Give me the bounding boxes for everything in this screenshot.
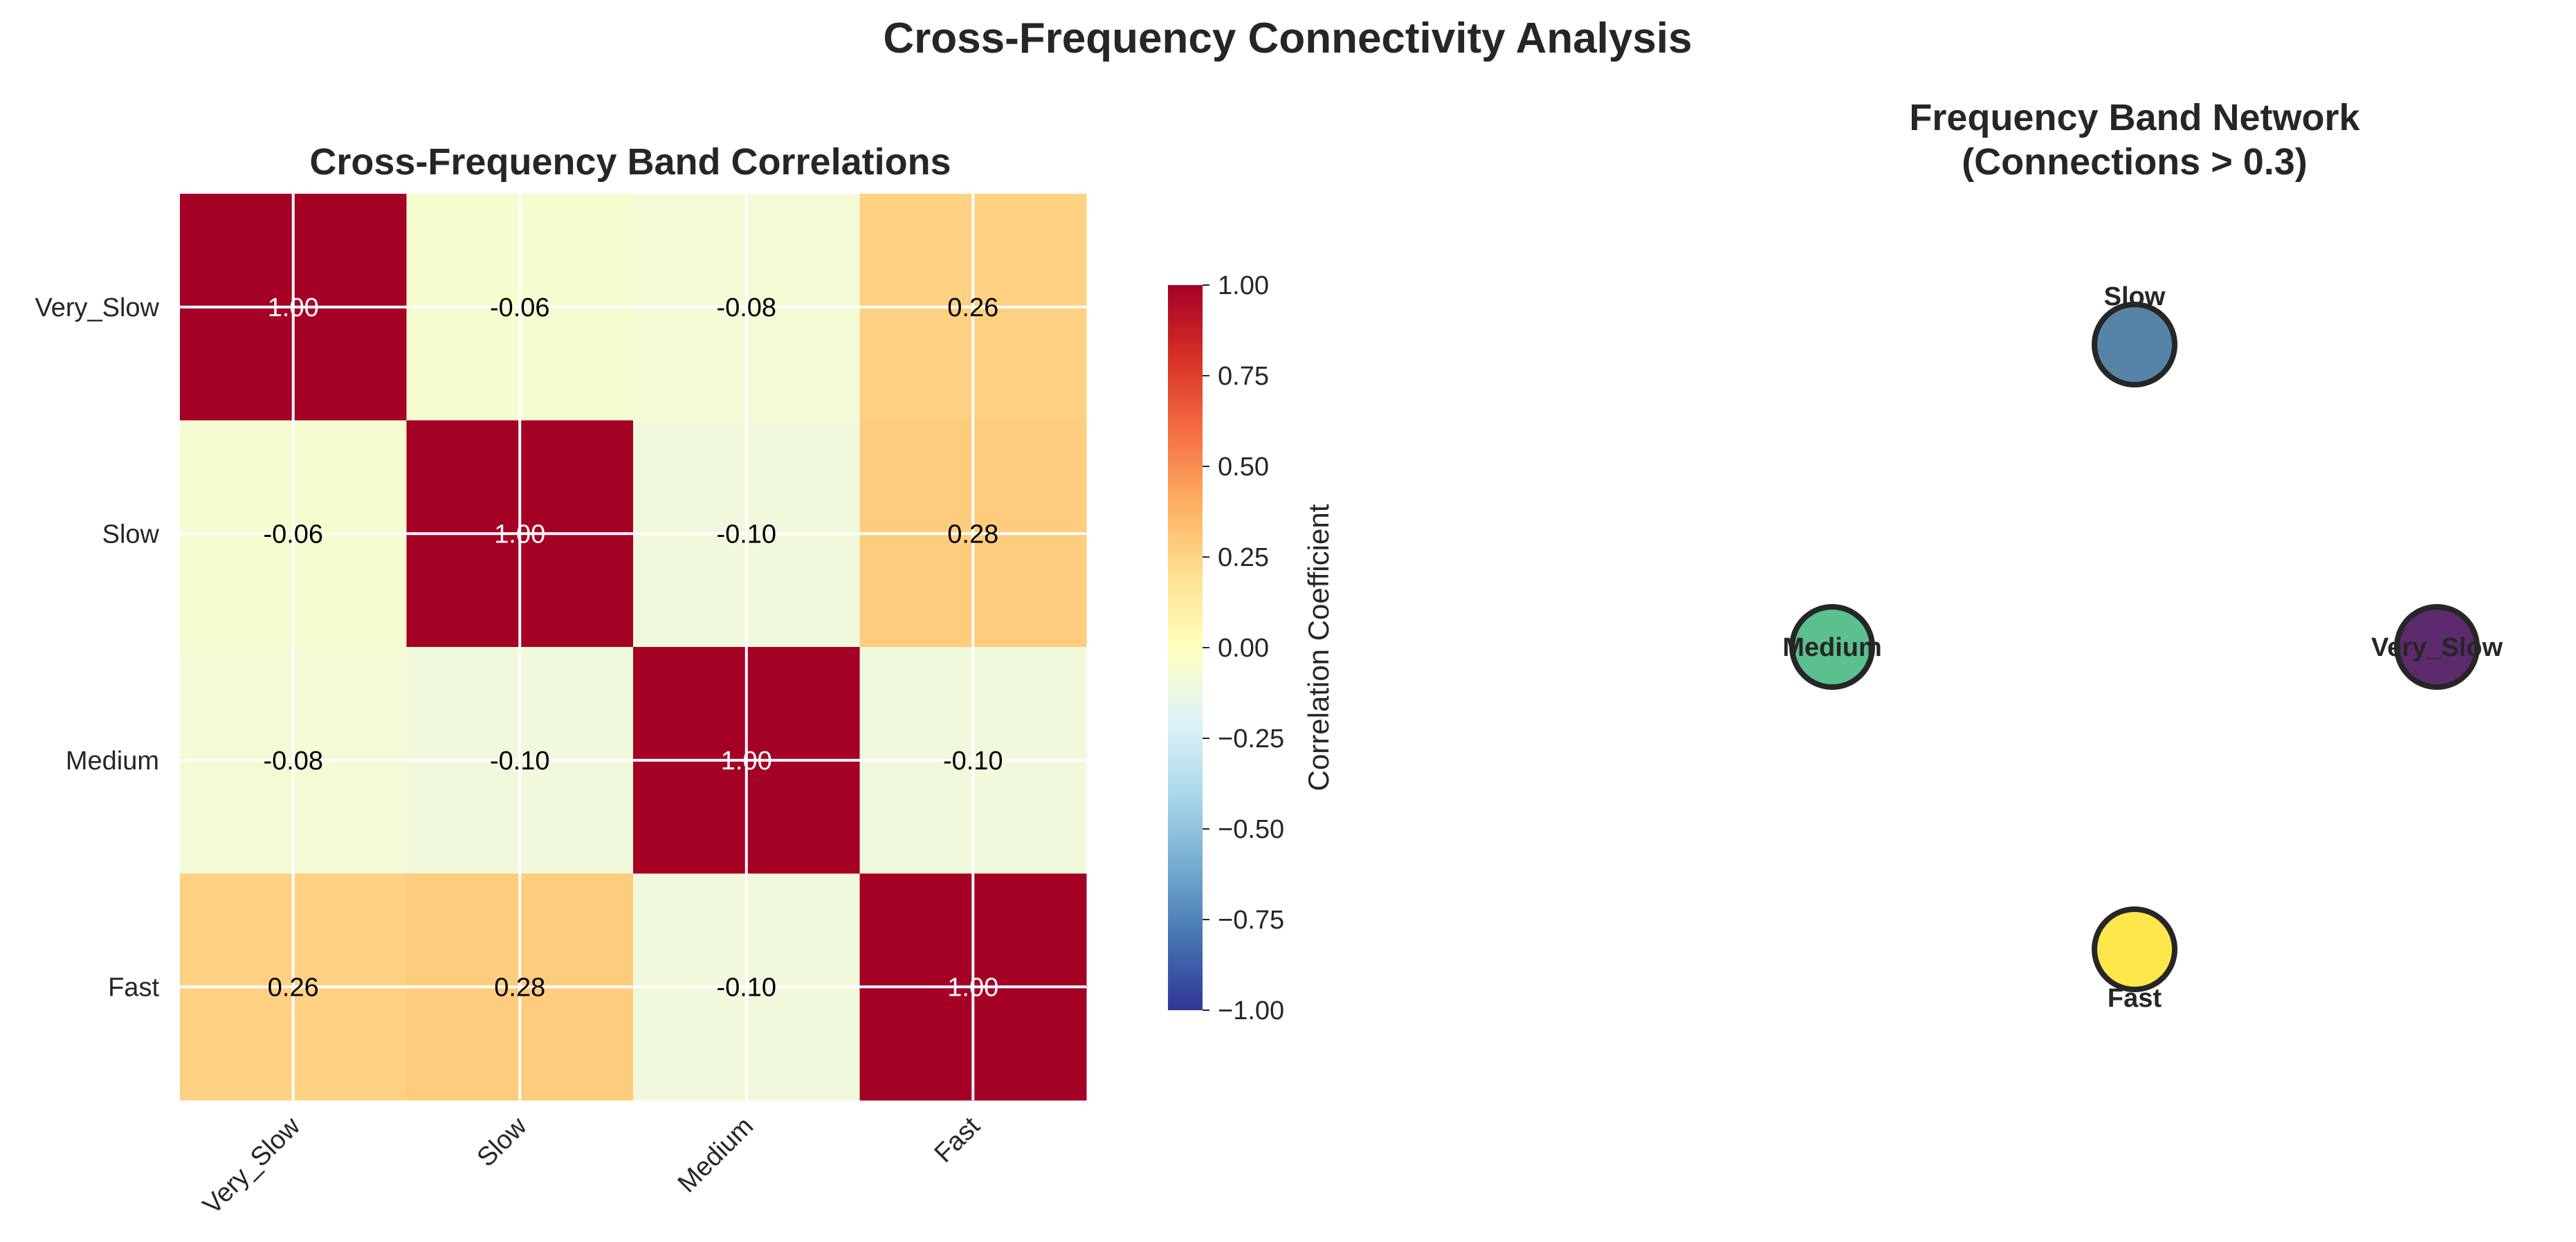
heatmap-value-label-3-0: 0.26	[268, 973, 319, 1002]
heatmap-y-tick-3: Fast	[108, 973, 159, 1002]
heatmap-x-tick-3: Fast	[929, 1111, 986, 1168]
heatmap-x-tick-1: Slow	[472, 1111, 533, 1172]
figure-title: Cross-Frequency Connectivity Analysis	[883, 15, 1692, 62]
heatmap-title: Cross-Frequency Band Correlations	[309, 141, 951, 183]
heatmap-value-label-2-0: -0.08	[263, 747, 323, 776]
colorbar-tick-label-3: 0.25	[1218, 543, 1269, 572]
network-node-label-Medium: Medium	[1782, 633, 1882, 662]
colorbar-gradient	[1168, 285, 1203, 1010]
correlation-heatmap: Cross-Frequency Band Correlations 1.00 -0…	[35, 141, 1087, 1220]
heatmap-x-tick-2: Medium	[673, 1112, 759, 1198]
heatmap-y-tick-2: Medium	[66, 747, 159, 776]
heatmap-value-label-3-2: -0.10	[716, 973, 776, 1002]
network-node-Slow	[2092, 302, 2177, 387]
heatmap-value-label-2-3: -0.10	[943, 747, 1003, 776]
colorbar-label: Correlation Coefficient	[1302, 504, 1335, 791]
heatmap-value-label-1-0: -0.06	[263, 520, 323, 549]
heatmap-value-label-0-0: 1.00	[268, 293, 319, 322]
frequency-band-network: Frequency Band Network (Connections > 0.…	[1782, 97, 2503, 1013]
heatmap-value-label-1-3: 0.28	[947, 520, 998, 549]
heatmap-value-label-1-2: -0.10	[716, 520, 776, 549]
colorbar-tick-label-1: 0.75	[1218, 362, 1269, 391]
heatmap-y-tick-0: Very_Slow	[35, 293, 159, 322]
network-title-line-2: (Connections > 0.3)	[1962, 141, 2308, 183]
network-title-line-1: Frequency Band Network	[1909, 97, 2360, 138]
colorbar-tick-label-4: 0.00	[1218, 634, 1269, 663]
heatmap-value-label-3-1: 0.28	[494, 973, 545, 1002]
heatmap-value-label-0-2: -0.08	[716, 293, 776, 322]
colorbar-tick-label-7: −0.75	[1218, 906, 1284, 935]
network-node-label-Fast: Fast	[2108, 984, 2162, 1013]
heatmap-x-tick-labels: Very_Slow Slow Medium Fast	[197, 1111, 985, 1220]
network-node-Fast	[2092, 906, 2177, 992]
network-node-label-Slow: Slow	[2104, 282, 2166, 311]
colorbar-ticks: 1.00 0.75 0.50 0.25 0.00 −0.25 −0.50 −0.75 −1.00	[1203, 271, 1284, 1025]
heatmap-value-label-3-3: 1.00	[947, 973, 998, 1002]
heatmap-value-labels: 1.00 -0.06 -0.08 0.26 -0.06 1.00 -0.10 0.28 -0.0…	[263, 293, 1003, 1003]
network-node-Medium	[1789, 604, 1875, 690]
colorbar: 1.00 0.75 0.50 0.25 0.00 −0.25 −0.50 −0.75 −1.00…	[1168, 271, 1335, 1025]
colorbar-tick-label-0: 1.00	[1218, 271, 1269, 300]
heatmap-value-label-2-1: -0.10	[490, 747, 550, 776]
network-nodes: Very_Slow Slow Medium Fast	[1782, 282, 2503, 1013]
colorbar-tick-label-6: −0.50	[1218, 815, 1284, 844]
heatmap-cells	[180, 194, 1087, 1101]
network-node-Very_Slow	[2394, 604, 2480, 690]
network-node-label-Very_Slow: Very_Slow	[2371, 633, 2503, 662]
colorbar-tick-label-2: 0.50	[1218, 453, 1269, 482]
heatmap-x-tick-0: Very_Slow	[197, 1111, 306, 1220]
colorbar-tick-label-8: −1.00	[1218, 996, 1284, 1025]
heatmap-gridlines	[180, 194, 1086, 1100]
heatmap-y-tick-1: Slow	[102, 520, 160, 549]
heatmap-value-label-1-1: 1.00	[494, 520, 545, 549]
heatmap-value-label-0-3: 0.26	[947, 293, 998, 322]
heatmap-y-tick-labels: Very_Slow Slow Medium Fast	[35, 293, 159, 1003]
colorbar-tick-label-5: −0.25	[1218, 724, 1284, 754]
heatmap-value-label-2-2: 1.00	[721, 747, 772, 776]
heatmap-value-label-0-1: -0.06	[490, 293, 550, 322]
